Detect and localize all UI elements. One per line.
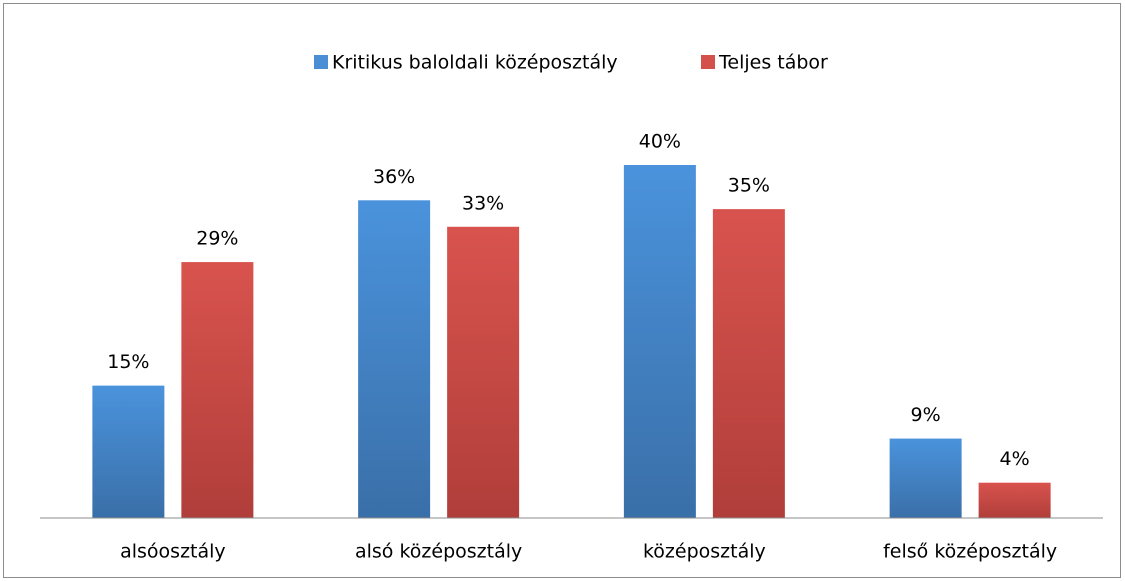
x-tick-label: alsó középosztály [355,541,522,563]
bar [447,226,520,518]
legend-swatch [314,55,328,69]
x-tick-label: felső középosztály [883,541,1057,563]
legend-label: Teljes tábor [718,52,828,74]
data-label: 33% [462,192,504,214]
bar [889,438,962,518]
legend-swatch [701,55,715,69]
bar [358,200,431,519]
bar [623,165,696,518]
data-label: 35% [728,175,770,197]
data-label: 4% [1000,448,1030,470]
data-label: 36% [373,166,415,188]
bar [978,482,1051,518]
x-tick-label: alsóosztály [120,541,226,563]
data-label: 9% [911,404,941,426]
x-tick-label: középosztály [643,541,766,563]
bar [712,209,785,518]
data-label: 40% [639,131,681,153]
bar [181,262,254,518]
data-label: 29% [196,228,238,250]
legend-label: Kritikus baloldali középosztály [332,52,618,74]
data-label: 15% [107,351,149,373]
bar [92,385,165,518]
